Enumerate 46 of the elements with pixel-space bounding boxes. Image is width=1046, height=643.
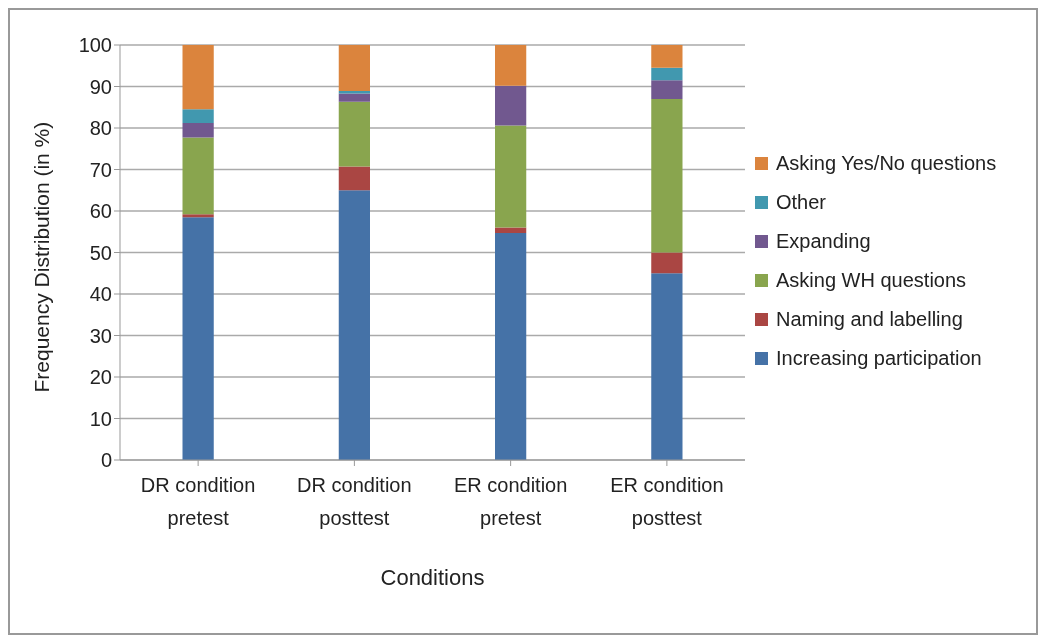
y-tick-label: 80 xyxy=(89,117,112,140)
legend-label: Asking WH questions xyxy=(776,269,967,292)
x-tick-label: ER condition pretest xyxy=(453,474,568,530)
bar xyxy=(338,190,370,460)
legend-label: Expanding xyxy=(776,230,871,253)
bar xyxy=(182,109,214,124)
bar xyxy=(651,67,683,81)
y-tick-label: 90 xyxy=(89,75,112,98)
bar xyxy=(182,214,214,218)
legend-label: Other xyxy=(776,191,827,214)
y-tick-label: 50 xyxy=(89,241,112,264)
y-tick-label: 60 xyxy=(89,200,112,223)
x-tick-label: ER condition posttest xyxy=(610,474,724,530)
bar xyxy=(338,166,370,191)
x-axis-title: Conditions xyxy=(380,565,485,590)
y-tick-label: 30 xyxy=(89,324,112,347)
bar xyxy=(651,45,683,68)
bar xyxy=(495,227,527,233)
y-tick-label: 0 xyxy=(100,449,112,472)
bar xyxy=(182,123,214,138)
y-tick-label: 40 xyxy=(89,283,112,306)
bar xyxy=(651,80,683,99)
bar xyxy=(182,45,214,110)
bar xyxy=(651,273,683,460)
x-tick-label: DR condition pretest xyxy=(140,474,256,530)
legend-label: Increasing participation xyxy=(776,347,982,370)
bar xyxy=(182,137,214,215)
bar xyxy=(651,252,683,274)
legend-label: Asking Yes/No questions xyxy=(776,152,997,175)
y-axis-title: Frequency Distribution (in %) xyxy=(30,121,54,393)
bar xyxy=(495,45,527,86)
bar xyxy=(651,98,683,253)
y-tick-label: 20 xyxy=(89,366,112,389)
x-tick-label: DR condition posttest xyxy=(297,474,412,530)
y-tick-label: 100 xyxy=(78,34,112,57)
bar xyxy=(338,93,370,102)
bar xyxy=(338,91,370,94)
bar xyxy=(495,233,527,460)
legend-label: Naming and labelling xyxy=(776,308,963,331)
bar xyxy=(182,217,214,460)
y-tick-label: 10 xyxy=(89,407,112,430)
y-tick-label: 70 xyxy=(89,158,112,181)
bar xyxy=(338,45,370,92)
bar xyxy=(338,101,370,167)
bar xyxy=(495,85,527,126)
bar xyxy=(495,125,527,228)
